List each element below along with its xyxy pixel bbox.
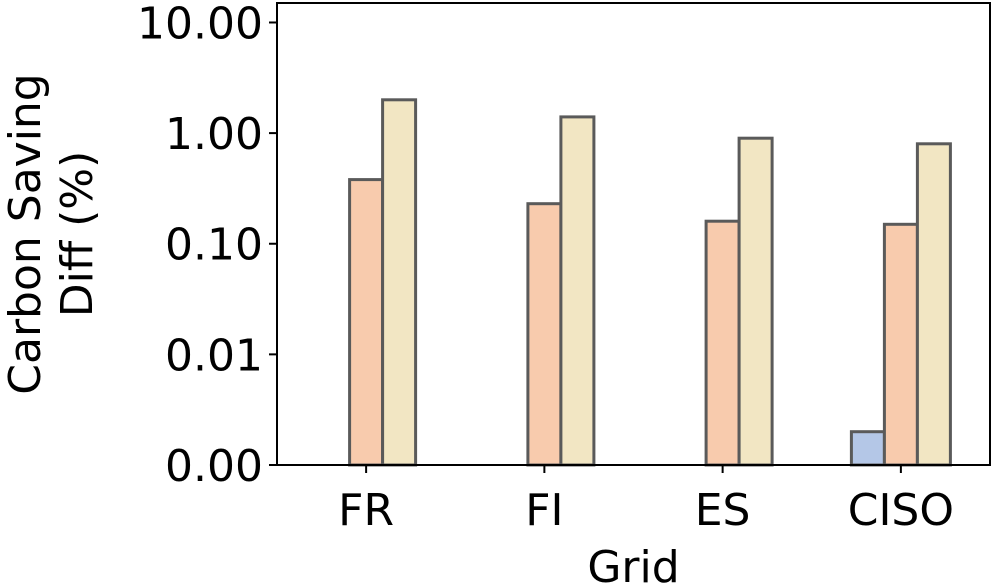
bar-ciso-series-3 — [915, 142, 952, 467]
x-tick-label-ciso: CISO — [848, 485, 954, 536]
x-tick-label-fr: FR — [338, 485, 394, 536]
bar-fi-series-2 — [526, 202, 563, 467]
y-tick-label: 0.10 — [165, 220, 263, 271]
y-axis-label-line1: Carbon Saving — [0, 73, 51, 394]
y-tick-label: 0.01 — [165, 330, 263, 381]
y-tick-label: 0.00 — [165, 441, 263, 492]
bar-fr-series-3 — [381, 98, 418, 467]
bar-fi-series-3 — [559, 115, 596, 467]
x-ticks: FR FI ES CISO — [338, 465, 954, 536]
y-tick-label: 10.00 — [137, 0, 263, 49]
bar-ciso-series-1 — [849, 430, 886, 467]
y-axis-label-line2: Diff (%) — [52, 151, 103, 318]
plot-frame — [276, 2, 991, 466]
x-tick-label-fi: FI — [525, 485, 563, 536]
bar-es-series-2 — [704, 219, 741, 467]
y-tick-label: 1.00 — [165, 109, 263, 160]
y-ticks: 0.00 0.01 0.10 1.00 10.00 — [137, 0, 277, 492]
bar-fr-series-2 — [348, 178, 385, 467]
bars-layer — [348, 98, 952, 467]
x-axis-label: Grid — [587, 542, 679, 588]
x-tick-label-es: ES — [695, 485, 751, 536]
bar-ciso-series-2 — [882, 222, 919, 467]
bar-es-series-3 — [737, 136, 774, 467]
